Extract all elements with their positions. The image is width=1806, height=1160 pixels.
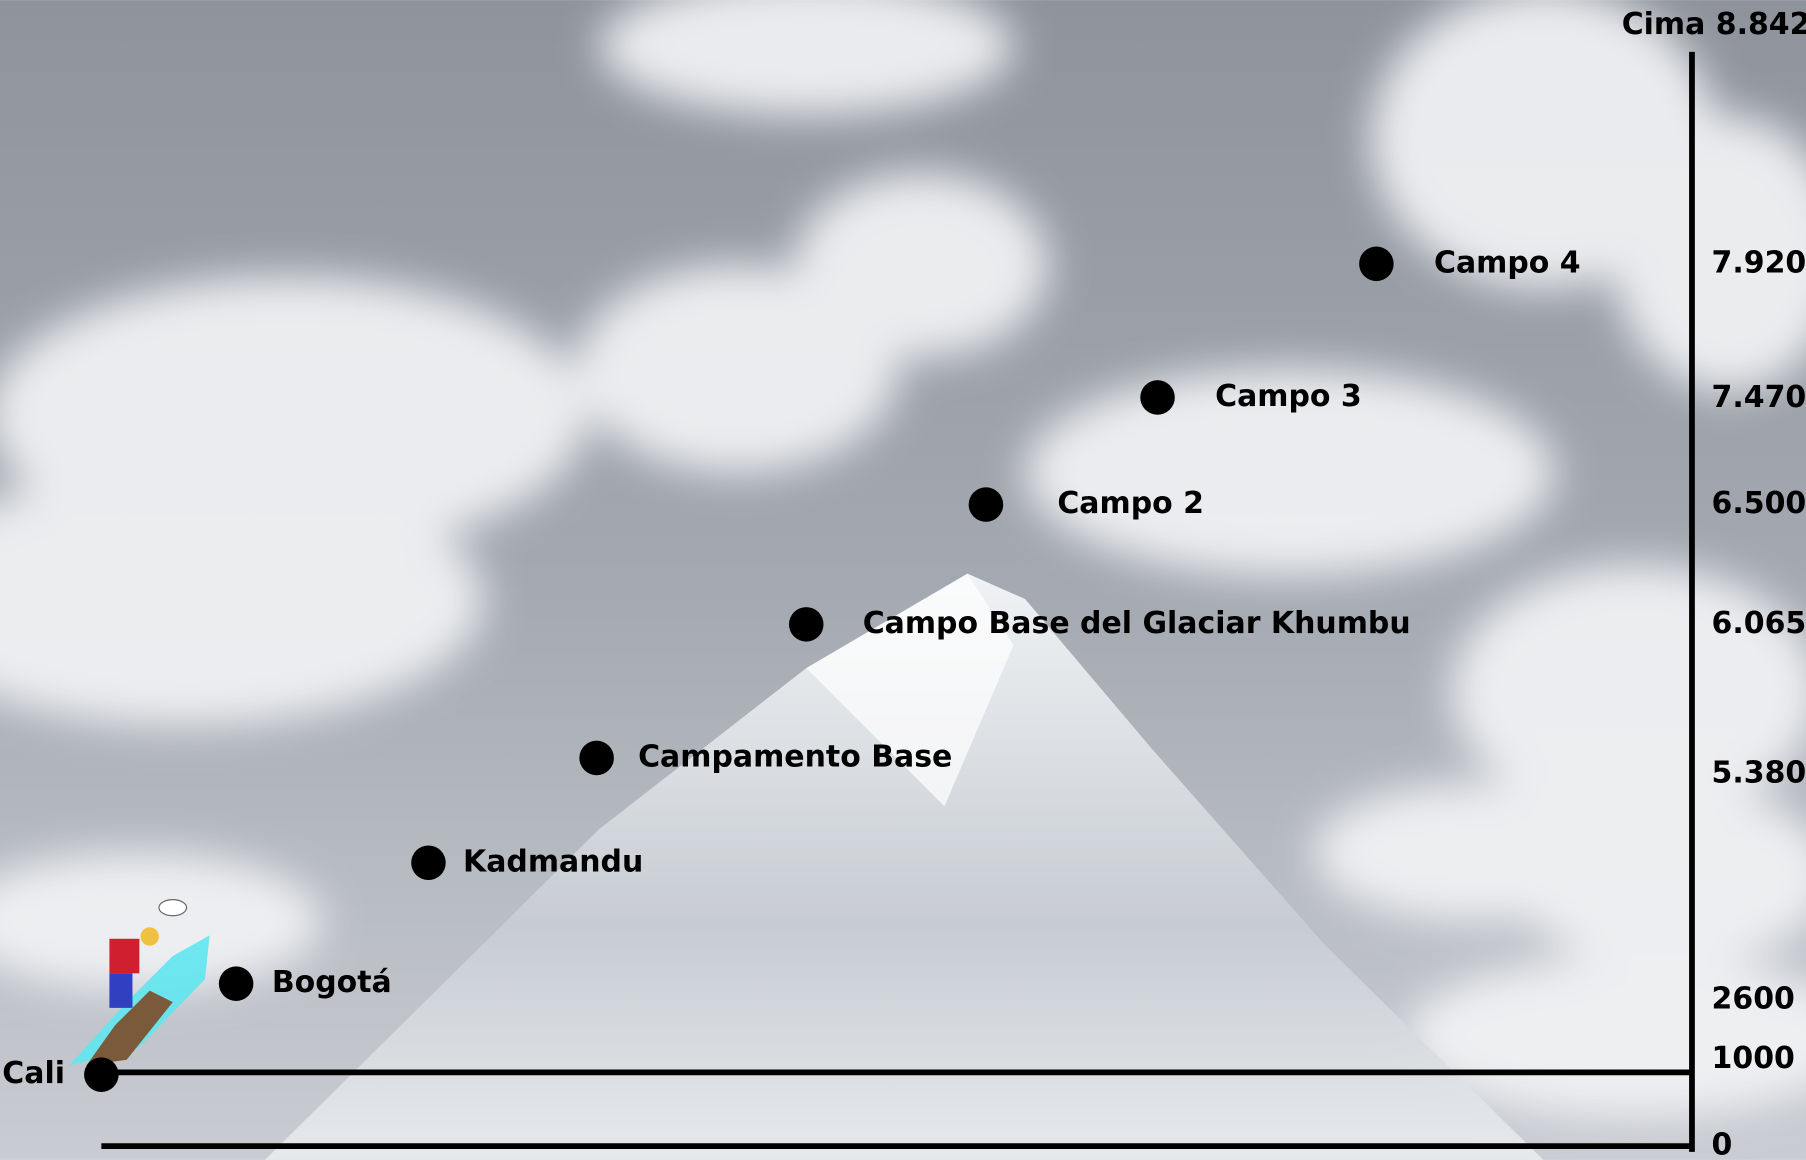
stop-label: Cali bbox=[2, 1056, 65, 1091]
stop-label: Campo 2 bbox=[1057, 486, 1204, 521]
altitude-label: 0 bbox=[1712, 1128, 1733, 1160]
altitude-label: 5.380 bbox=[1712, 756, 1806, 791]
stop-label: Campo 3 bbox=[1215, 379, 1362, 414]
altitude-label: 6.500 bbox=[1712, 486, 1806, 521]
summit-label: Cima 8.842 bbox=[1622, 7, 1806, 42]
stop-label: Campo Base del Glaciar Khumbu bbox=[863, 606, 1411, 641]
stop-dot bbox=[1359, 246, 1394, 282]
climber-icon bbox=[69, 899, 210, 1066]
stop-dot bbox=[411, 845, 446, 881]
altitude-label: 1000 bbox=[1712, 1041, 1795, 1076]
stop-label: Campo 4 bbox=[1434, 245, 1581, 280]
stop-dot bbox=[218, 966, 254, 1001]
altitude-label: 7.470 bbox=[1712, 380, 1806, 415]
stop-label: Campamento Base bbox=[638, 739, 952, 774]
axes bbox=[101, 51, 1695, 1152]
stop-dot bbox=[84, 1057, 119, 1092]
altitude-label: 6.065 bbox=[1712, 606, 1806, 641]
altitude-label: 7.920 bbox=[1712, 245, 1806, 280]
altitude-label: 2600 bbox=[1712, 981, 1795, 1016]
stop-label: Kadmandu bbox=[463, 844, 643, 879]
stop-dot bbox=[579, 740, 614, 776]
stop-dot bbox=[968, 487, 1004, 522]
stop-dot bbox=[1140, 380, 1175, 415]
stop-dot bbox=[788, 607, 824, 642]
stop-label: Bogotá bbox=[272, 965, 392, 1000]
